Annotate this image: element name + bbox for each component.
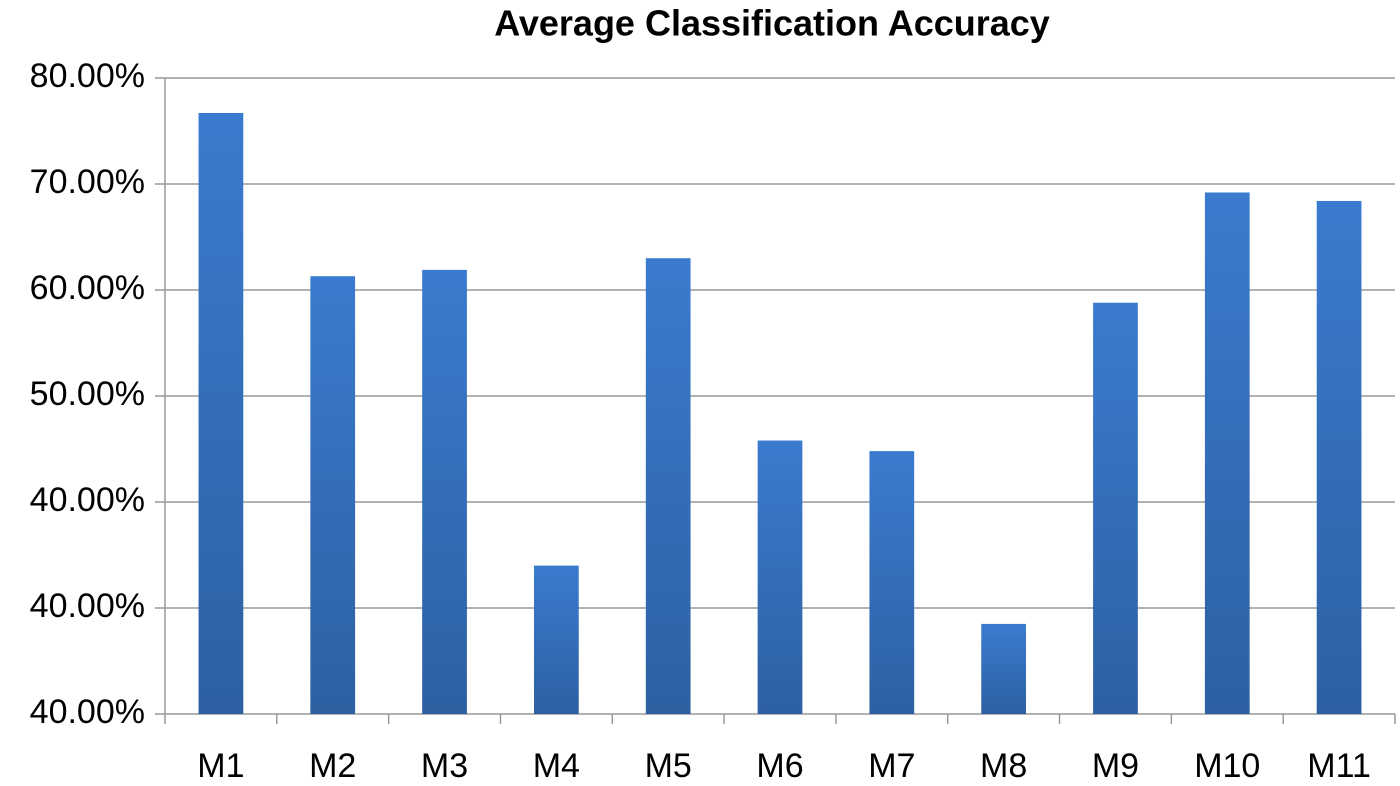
y-tick-label: 40.00% <box>30 587 145 625</box>
bar-shade <box>1093 302 1138 714</box>
bar-shade <box>645 258 691 714</box>
y-tick-label: 50.00% <box>30 375 145 413</box>
x-tick-label: M5 <box>645 747 692 785</box>
x-tick-label: M11 <box>1307 747 1371 785</box>
y-tick-label: 60.00% <box>30 269 145 307</box>
bar-shade <box>869 451 915 714</box>
bar-shade <box>1204 192 1250 715</box>
y-tick-label: 40.00% <box>30 481 145 519</box>
x-tick-label: M4 <box>533 747 580 785</box>
x-tick-label: M3 <box>421 747 468 785</box>
x-tick-label: M1 <box>197 747 244 785</box>
bar-shade <box>757 440 803 714</box>
y-tick-label: 80.00% <box>30 57 145 95</box>
bar-shade <box>981 623 1026 714</box>
y-tick-label: 70.00% <box>30 163 145 201</box>
x-tick-label: M6 <box>756 747 803 785</box>
x-tick-label: M8 <box>980 747 1027 785</box>
x-tick-label: M9 <box>1092 747 1139 785</box>
bar-shade <box>422 269 467 714</box>
bar-shade <box>534 565 579 714</box>
x-tick-label: M7 <box>868 747 915 785</box>
chart-title: Average Classification Accuracy <box>494 3 1050 44</box>
x-tick-label: M2 <box>309 747 356 785</box>
bar-shade <box>198 112 244 715</box>
bar-shade <box>1316 200 1362 714</box>
x-tick-label: M10 <box>1194 747 1260 785</box>
bar-shade <box>310 276 356 714</box>
y-tick-label: 40.00% <box>30 693 145 731</box>
